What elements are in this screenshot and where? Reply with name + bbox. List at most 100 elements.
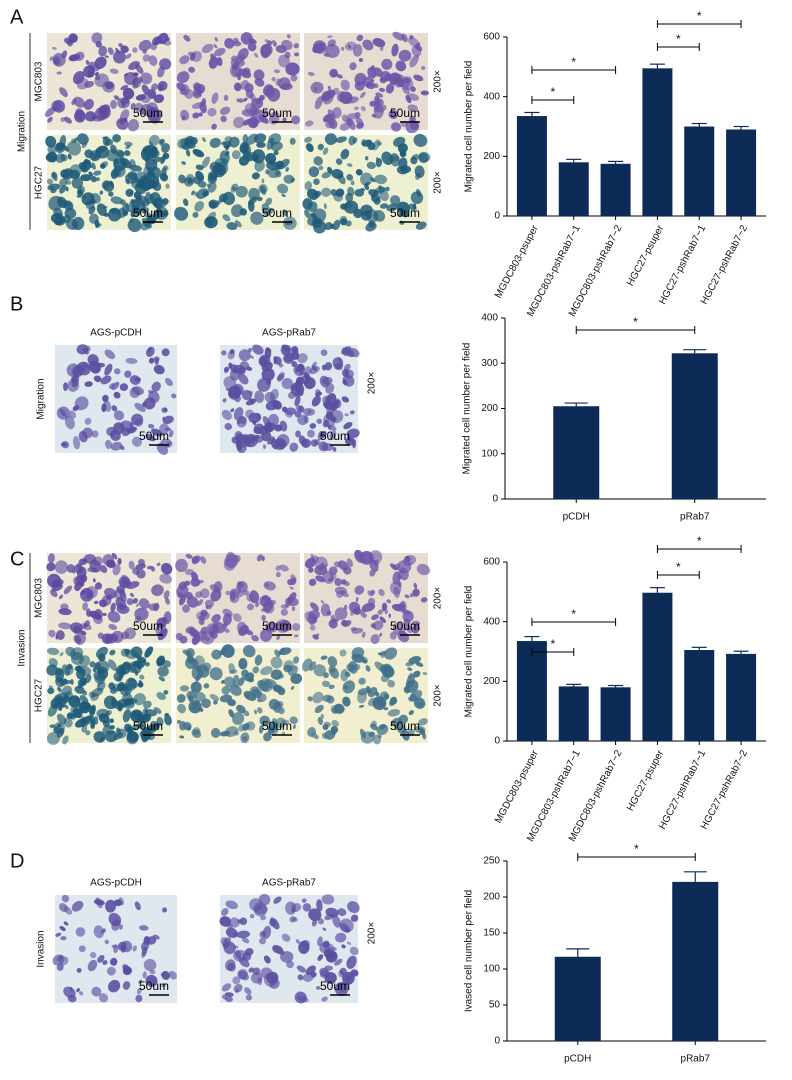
cell <box>254 435 264 443</box>
bar <box>558 162 589 216</box>
cell <box>245 994 253 1001</box>
cell <box>82 558 87 562</box>
cell <box>265 197 273 206</box>
cell <box>81 701 86 706</box>
cell <box>128 697 138 704</box>
cell <box>183 580 190 586</box>
x-tick-label: MGDC803-psuper <box>493 223 541 300</box>
cell <box>260 608 266 612</box>
cell <box>226 222 238 231</box>
cell <box>285 597 299 607</box>
cell <box>216 57 223 67</box>
cell <box>124 141 133 147</box>
cell <box>131 413 144 426</box>
cell <box>107 47 114 55</box>
cell <box>263 83 273 95</box>
cell <box>134 377 141 382</box>
cell <box>157 66 165 78</box>
cell <box>83 715 96 725</box>
y-tick-label: 200 <box>483 892 500 903</box>
cell <box>277 183 289 194</box>
cell <box>388 155 400 162</box>
cell <box>322 927 327 931</box>
cell <box>332 357 344 369</box>
cell <box>47 145 57 154</box>
cell <box>346 558 354 568</box>
cell <box>148 141 154 146</box>
cell <box>232 674 240 688</box>
cell <box>229 684 242 696</box>
cell <box>213 44 218 49</box>
cell <box>229 593 240 604</box>
cell <box>257 707 263 714</box>
cell <box>69 169 80 180</box>
cell <box>122 964 131 974</box>
cell <box>179 685 190 692</box>
cell <box>196 188 209 200</box>
cell <box>296 965 307 973</box>
cell <box>325 89 336 99</box>
cell <box>69 54 78 62</box>
cell <box>369 100 376 107</box>
cell <box>58 903 69 913</box>
y-tick-label: 150 <box>483 928 500 939</box>
panel-letter: D <box>10 850 24 872</box>
cell <box>178 174 186 184</box>
cell <box>46 178 54 185</box>
cell <box>126 598 134 606</box>
cell <box>342 374 355 387</box>
y-axis-title: Migrated cell number per field <box>464 586 475 718</box>
cell <box>384 610 389 615</box>
cell <box>144 158 149 163</box>
cell <box>303 371 311 382</box>
cell <box>272 945 284 954</box>
cell <box>261 203 271 217</box>
cell <box>220 115 227 123</box>
cell <box>273 69 280 74</box>
cell <box>314 86 317 92</box>
cell <box>94 56 107 70</box>
cell <box>328 684 335 690</box>
cell <box>93 899 105 906</box>
cell <box>194 83 202 95</box>
cell <box>306 143 314 153</box>
cell <box>68 695 81 708</box>
cell <box>162 907 168 913</box>
cell <box>322 147 329 155</box>
cell <box>64 415 75 430</box>
cell <box>247 603 255 611</box>
cell <box>343 685 349 690</box>
cell <box>98 993 109 1003</box>
cell <box>253 107 260 115</box>
cell <box>221 680 225 684</box>
cell <box>312 691 324 704</box>
cell <box>251 172 260 180</box>
cell <box>255 602 260 608</box>
cell <box>221 983 232 992</box>
cell <box>319 431 327 439</box>
cell <box>185 553 193 559</box>
micrograph: 50um <box>176 32 300 130</box>
cell <box>105 633 119 644</box>
cell <box>168 970 177 980</box>
cell <box>252 967 261 976</box>
cell <box>254 654 263 666</box>
cell <box>274 442 286 451</box>
cell <box>361 631 366 638</box>
cell <box>280 951 294 963</box>
micrograph: 50um <box>302 133 431 234</box>
cell <box>76 667 81 673</box>
cell <box>47 703 58 717</box>
cell <box>228 387 241 400</box>
cell <box>51 583 63 592</box>
cell <box>371 114 377 118</box>
cell <box>82 690 88 696</box>
cell <box>54 560 69 574</box>
cell <box>407 672 414 679</box>
cell <box>251 97 264 109</box>
cell <box>272 400 282 410</box>
cell <box>340 668 349 682</box>
cell <box>121 575 131 586</box>
cell <box>240 80 250 90</box>
cell <box>381 606 387 612</box>
